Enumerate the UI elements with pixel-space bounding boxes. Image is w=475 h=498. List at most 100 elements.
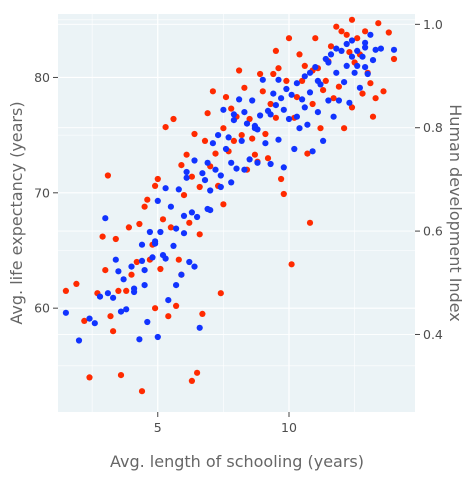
data-point (128, 263, 135, 270)
data-point (385, 29, 392, 36)
data-point (170, 115, 177, 123)
data-point (367, 31, 374, 38)
data-point (62, 287, 69, 294)
data-point (183, 168, 190, 176)
data-point (146, 228, 153, 236)
data-point (267, 100, 274, 108)
data-point (86, 374, 93, 381)
data-point (348, 53, 356, 60)
data-point (372, 95, 379, 102)
data-point (188, 173, 195, 180)
data-point (165, 313, 172, 320)
data-point (96, 293, 104, 300)
data-point (262, 140, 269, 147)
data-point (75, 337, 83, 344)
data-point (327, 43, 335, 50)
data-point (178, 271, 185, 278)
x-axis-title: Avg. length of schooling (years) (110, 452, 364, 471)
data-point (173, 302, 180, 309)
data-point (259, 88, 266, 95)
data-point (196, 183, 203, 191)
data-point (390, 46, 398, 53)
data-point (186, 258, 193, 266)
data-point (278, 95, 285, 102)
data-point (322, 77, 329, 84)
data-point (220, 201, 227, 208)
data-point (354, 47, 361, 55)
data-point (348, 104, 356, 111)
data-point (364, 70, 371, 78)
data-point (186, 219, 193, 226)
y-tick-label: 60 (34, 301, 50, 316)
data-point (209, 140, 216, 147)
y2-tick-label: 0.4 (423, 327, 443, 342)
data-point (104, 172, 111, 179)
data-point (238, 137, 245, 144)
data-point (86, 315, 93, 322)
data-point (272, 114, 279, 121)
data-point (167, 224, 174, 231)
data-point (325, 59, 332, 66)
data-point (228, 105, 235, 112)
data-point (228, 179, 235, 186)
data-point (236, 96, 243, 103)
data-point (120, 276, 127, 283)
data-point (138, 388, 146, 395)
data-point (314, 77, 321, 84)
data-point (225, 134, 232, 141)
data-point (131, 285, 138, 292)
data-point (270, 70, 277, 78)
data-point (102, 267, 109, 274)
data-point (133, 258, 140, 266)
data-point (238, 132, 245, 139)
data-point (230, 111, 237, 118)
data-point (125, 224, 132, 231)
data-point (107, 313, 114, 320)
data-point (204, 110, 211, 117)
data-point (257, 112, 264, 119)
data-point (338, 28, 345, 35)
y2-tick-label: 0.8 (423, 120, 443, 135)
data-point (257, 70, 264, 78)
data-point (304, 121, 311, 128)
data-point (162, 255, 169, 262)
grid-lines (58, 14, 415, 412)
data-point (180, 212, 188, 219)
data-point (183, 151, 190, 158)
data-point (343, 40, 350, 48)
data-point (333, 23, 340, 30)
data-point (110, 328, 117, 335)
y2-tick-labels: 0.4 0.6 0.8 1.0 (415, 17, 443, 342)
data-point (320, 137, 327, 144)
data-point (354, 62, 361, 69)
data-point (351, 69, 358, 76)
x-tick-labels: 5 10 (154, 412, 297, 435)
data-point (296, 51, 303, 58)
data-point (212, 166, 219, 173)
data-point (228, 159, 235, 166)
data-point (188, 377, 195, 384)
data-point (264, 155, 272, 162)
data-point (343, 62, 350, 69)
data-point (141, 282, 148, 289)
data-point (275, 76, 282, 83)
data-point (280, 190, 287, 198)
data-point (299, 96, 306, 103)
data-point (152, 305, 159, 312)
y2-tick-label: 1.0 (423, 17, 443, 32)
data-point (372, 46, 379, 53)
data-point (170, 242, 177, 249)
data-point (280, 164, 287, 171)
data-point (196, 231, 203, 238)
data-point (178, 162, 185, 169)
data-point (175, 256, 182, 263)
data-point (209, 88, 216, 95)
data-point (144, 196, 151, 203)
data-point (283, 85, 290, 93)
data-point (207, 187, 214, 194)
data-point (251, 151, 258, 158)
data-point (356, 84, 363, 91)
data-point (212, 150, 219, 157)
data-point (354, 35, 361, 42)
